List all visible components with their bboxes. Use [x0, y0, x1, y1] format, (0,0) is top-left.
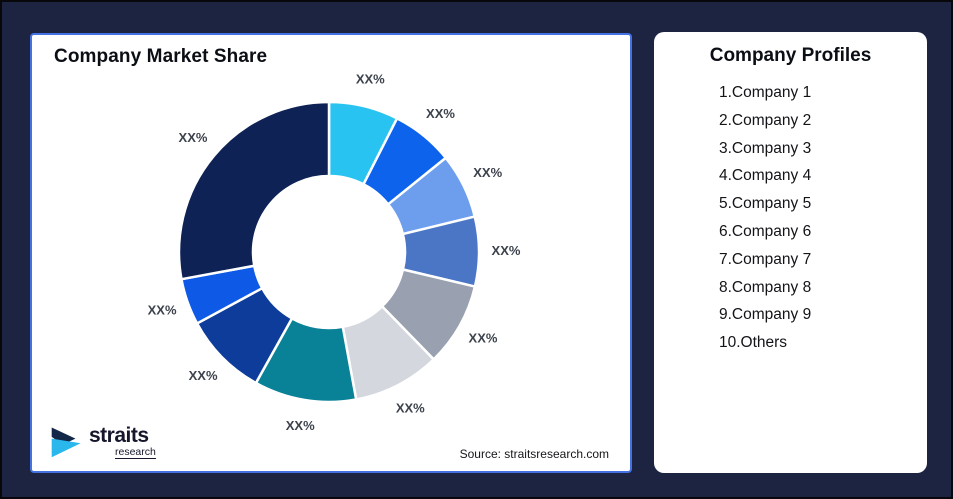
company-profile-item: 1.Company 1 — [719, 84, 812, 101]
company-profiles-list: 1.Company 1 2.Company 2 3.Company 3 4.Compa… — [719, 79, 811, 357]
market-share-panel: Company Market Share XX% XX% XX% XX% XX% XX% X… — [30, 33, 632, 473]
segment-label-company-4: XX% — [492, 243, 521, 258]
company-profile-item: 7.Company 7 — [719, 250, 812, 268]
company-profile-item: 4.Company 4 — [719, 167, 812, 185]
company-profile-item: 5.Company 5 — [719, 195, 812, 213]
company-profile-item: 9.Company 9 — [719, 306, 812, 324]
donut-segment-others — [177, 100, 331, 281]
logo-tagline-text: research — [115, 445, 156, 459]
source-note: Source: straitsresearch.com — [459, 447, 609, 461]
straits-research-logo: straits research — [50, 423, 156, 459]
chart-title: Company Market Share — [54, 46, 268, 67]
company-profile-item: 8.Company 8 — [719, 278, 812, 296]
segment-label-company-6: XX% — [396, 401, 425, 416]
logo-brand-text: straits — [89, 423, 149, 447]
segment-label-others: XX% — [179, 130, 208, 145]
company-profiles-panel: Company Profiles 1.Company 1 2.Company 2 3… — [654, 32, 927, 473]
logo-wordmark: straits research — [89, 423, 156, 459]
company-profile-item: 2.Company 2 — [719, 111, 812, 129]
segment-label-company-2: XX% — [426, 106, 455, 121]
logo-mark-cyan-shape — [51, 438, 81, 458]
segment-label-company-5: XX% — [469, 331, 498, 346]
company-profile-item: 6.Company 6 — [719, 222, 812, 240]
company-profiles-title: Company Profiles — [709, 45, 872, 66]
market-share-donut: XX% XX% XX% XX% XX% XX% XX% XX% XX% XX% — [148, 71, 521, 433]
segment-label-company-1: XX% — [356, 71, 385, 86]
company-profile-item: 10.Others — [719, 334, 788, 352]
straits-logo-icon — [51, 427, 81, 458]
segment-label-company-8: XX% — [189, 368, 218, 383]
segment-label-company-7: XX% — [286, 418, 315, 433]
segment-label-company-3: XX% — [473, 165, 502, 180]
segment-label-company-9: XX% — [148, 302, 177, 317]
company-profile-item: 3.Company 3 — [719, 139, 812, 157]
